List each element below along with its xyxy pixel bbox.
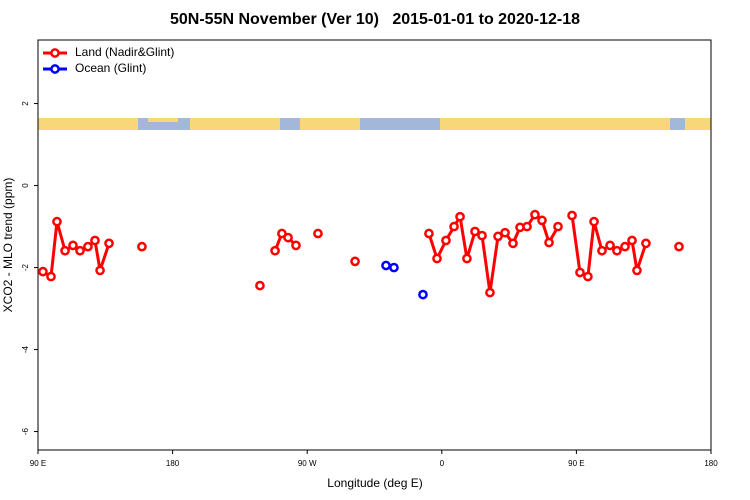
data-point [462, 253, 472, 264]
data-point [313, 228, 323, 239]
legend-marker [50, 64, 60, 74]
series-line [427, 212, 560, 293]
legend-label: Land (Nadir&Glint) [75, 45, 174, 59]
x-tick-label: 90 E [30, 459, 46, 468]
data-point [283, 232, 293, 243]
y-tick-label: -2 [21, 263, 30, 271]
data-point [104, 238, 114, 249]
x-tick-label: 180 [166, 459, 180, 468]
data-point [291, 240, 301, 251]
data-point [441, 235, 451, 246]
x-tick-label: 0 [440, 459, 445, 468]
data-point [575, 267, 585, 278]
data-point [477, 230, 487, 241]
data-point [597, 245, 607, 256]
data-point [583, 271, 593, 282]
data-point [470, 226, 480, 237]
data-point [95, 265, 105, 276]
data-point [68, 240, 78, 251]
data-point [432, 253, 442, 264]
data-point [46, 271, 56, 282]
data-point [424, 228, 434, 239]
data-point [553, 221, 563, 232]
x-tick-label: 180 [704, 459, 718, 468]
data-point [485, 287, 495, 298]
data-point [137, 241, 147, 252]
x-axis-label: Longitude (deg E) [327, 476, 422, 490]
legend-item: Ocean (Glint) [43, 61, 146, 75]
data-point [493, 231, 503, 242]
y-tick-label: 0 [21, 183, 30, 188]
data-point [612, 245, 622, 256]
data-point [75, 245, 85, 256]
data-point [627, 235, 637, 246]
data-point [52, 216, 62, 227]
data-point [449, 221, 459, 232]
data-point [589, 216, 599, 227]
plot-frame [37, 39, 712, 451]
data-point [641, 238, 651, 249]
data-point [537, 215, 547, 226]
data-point [567, 210, 577, 221]
data-point [508, 238, 518, 249]
y-axis-label: XCO2 - MLO trend (ppm) [1, 178, 15, 313]
y-tick-label: 2 [21, 101, 30, 106]
data-point [389, 262, 399, 273]
data-point [418, 289, 428, 300]
chart-title: 50N-55N November (Ver 10) 2015-01-01 to … [170, 11, 580, 28]
legend-item: Land (Nadir&Glint) [43, 45, 174, 59]
x-tick-label: 90 W [298, 459, 317, 468]
data-point [90, 235, 100, 246]
data-point [674, 241, 684, 252]
data-point [522, 221, 532, 232]
data-point [544, 237, 554, 248]
data-point [530, 209, 540, 220]
y-tick-label: -6 [21, 427, 30, 435]
data-point [500, 227, 510, 238]
map-strip [38, 118, 711, 130]
data-point [632, 265, 642, 276]
data-point [38, 266, 48, 277]
data-point [605, 240, 615, 251]
data-point [60, 245, 70, 256]
data-point [455, 211, 465, 222]
data-point [255, 280, 265, 291]
legend-label: Ocean (Glint) [75, 61, 146, 75]
y-tick-label: -4 [21, 345, 30, 353]
data-point [350, 256, 360, 267]
x-tick-label: 90 E [568, 459, 584, 468]
legend-marker [50, 48, 60, 58]
data-point [270, 245, 280, 256]
data-point [381, 260, 391, 271]
data-point [83, 241, 93, 252]
data-point [620, 241, 630, 252]
